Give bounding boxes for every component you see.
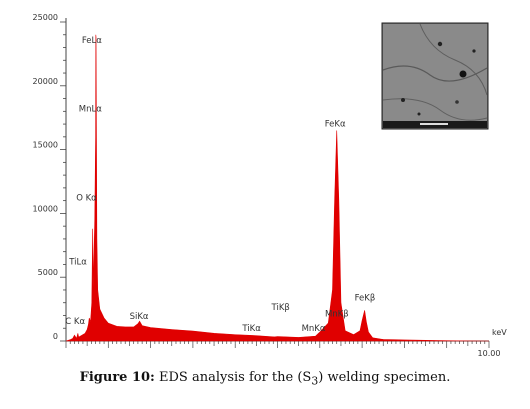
peak-label: TiLα [68,257,87,267]
peak-label: SiKα [130,312,149,322]
sem-pore [401,98,405,102]
peak-label: FeKβ [355,293,376,303]
sem-image-background [383,24,487,128]
sem-pore [459,70,467,78]
sem-scale-bar [420,123,448,125]
figure-label: Figure 10: [79,370,155,385]
peak-label: O Kα [76,194,97,204]
sem-pore [455,100,459,104]
y-tick-label: 5000 [38,268,58,277]
spectrum-series [65,34,490,342]
eds-spectrum-chart: 0 5000 10000 15000 20000 25000 10.00 keV FeLα M… [33,13,508,358]
peak-label: MnLα [79,104,102,114]
peak-labels: FeLα MnLα O Kα TiLα C Kα SiKα TiKβ TiKα MnKα MnKβ… [65,36,375,334]
peak-label: MnKα [302,324,326,334]
sem-pore [417,112,421,116]
peak-label: FeLα [82,36,102,46]
spectrum-area [65,34,490,342]
y-tick-label: 15000 [33,141,58,150]
y-tick-label: 25000 [33,13,58,22]
caption-text-end: ) welding specimen. [318,370,451,385]
figure-caption: Figure 10: EDS analysis for the (S3) wel… [0,370,530,388]
peak-label: C Kα [65,317,85,327]
y-tick-label: 20000 [33,77,58,86]
x-tick-label: 10.00 [478,349,501,358]
caption-subscript: 3 [311,374,319,388]
sem-grain-boundary [419,23,488,96]
peak-label: TiKβ [271,303,290,313]
sem-micrograph-inset [381,22,489,130]
caption-text: EDS analysis for the (S [154,370,312,385]
peak-label: FeKα [325,119,346,129]
x-axis-title: keV [492,328,507,337]
peak-label: MnKβ [325,310,349,320]
sem-grain-boundary [382,65,488,82]
y-tick-label: 0 [53,332,58,341]
sem-pore [472,49,476,53]
sem-pore [437,41,443,47]
y-axis: 0 5000 10000 15000 20000 25000 [33,13,67,342]
y-tick-label: 10000 [33,204,58,213]
peak-label: TiKα [241,324,261,334]
